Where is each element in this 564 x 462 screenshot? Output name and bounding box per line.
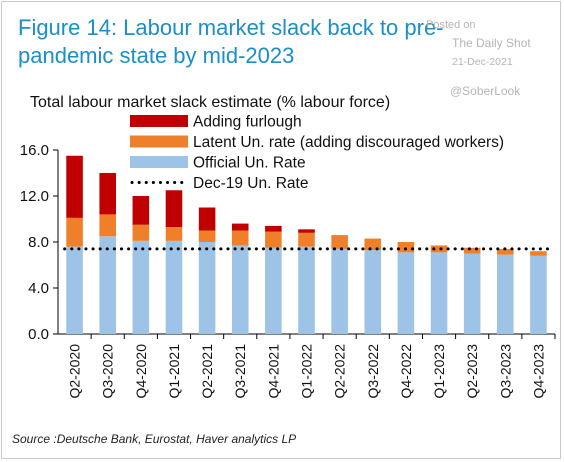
bar-official-rate — [66, 246, 83, 334]
legend-label: Adding furlough — [193, 114, 302, 131]
bar-furlough — [165, 190, 183, 228]
bar-official-rate — [265, 247, 282, 334]
bar-latent-rate — [66, 217, 83, 247]
bar-official-rate — [364, 250, 382, 334]
chart-title: Total labour market slack estimate (% la… — [30, 94, 391, 111]
source-note: Source :Deutsche Bank, Eurostat, Haver a… — [12, 432, 297, 446]
x-tick-label: Q2-2022 — [332, 344, 348, 399]
legend-swatch — [130, 156, 188, 168]
bar-official-rate — [198, 242, 216, 334]
y-tick-label: 12.0 — [20, 188, 49, 205]
bar-furlough — [265, 225, 282, 232]
legend-swatch — [130, 115, 188, 127]
bar-official-rate — [331, 248, 348, 334]
x-tick-label: Q3-2023 — [497, 344, 513, 399]
bar-official-rate — [231, 245, 249, 334]
watermark-handle: @SoberLook — [450, 84, 521, 98]
bar-furlough — [132, 196, 150, 225]
x-tick-label: Q1-2021 — [166, 344, 182, 399]
bar-latent-rate — [132, 224, 150, 241]
watermark-posted: Posted on — [426, 19, 476, 31]
bar-latent-rate — [198, 230, 216, 242]
bar-official-rate — [463, 253, 481, 334]
bar-latent-rate — [497, 248, 514, 255]
y-tick-label: 16.0 — [20, 142, 49, 159]
bar-official-rate — [497, 254, 514, 334]
bar-latent-rate — [397, 242, 415, 253]
y-tick-label: 8.0 — [28, 234, 49, 251]
x-tick-label: Q4-2021 — [265, 344, 281, 399]
bar-latent-rate — [265, 231, 282, 248]
watermark-source: The Daily Shot — [452, 36, 531, 50]
y-tick-label: 4.0 — [28, 280, 49, 297]
bar-official-rate — [132, 240, 150, 334]
bar-official-rate — [165, 240, 183, 334]
legend-label: Official Un. Rate — [193, 155, 306, 172]
x-tick-label: Q1-2022 — [299, 344, 315, 399]
bar-latent-rate — [99, 214, 116, 237]
bar-furlough — [298, 229, 315, 233]
x-tick-label: Q4-2023 — [530, 344, 546, 399]
bar-latent-rate — [231, 230, 249, 246]
y-tick-label: 0.0 — [28, 326, 49, 343]
x-tick-label: Q3-2021 — [232, 344, 248, 399]
bar-official-rate — [298, 246, 315, 334]
bar-official-rate — [99, 236, 116, 334]
x-tick-label: Q4-2022 — [398, 344, 414, 399]
bar-official-rate — [530, 255, 547, 334]
x-tick-label: Q2-2020 — [67, 344, 83, 399]
legend-label: Latent Un. rate (adding discouraged work… — [193, 134, 504, 151]
legend-swatch — [130, 135, 188, 148]
bar-latent-rate — [430, 245, 448, 253]
bar-latent-rate — [165, 227, 183, 241]
bar-latent-rate — [298, 232, 315, 247]
bar-latent-rate — [530, 251, 547, 256]
bar-furlough — [66, 155, 83, 218]
bar-official-rate — [397, 252, 415, 334]
bar-official-rate — [430, 252, 448, 334]
bar-furlough — [198, 207, 216, 231]
bar-latent-rate — [463, 247, 481, 254]
x-tick-label: Q1-2023 — [431, 344, 447, 399]
legend-label: Dec-19 Un. Rate — [193, 175, 308, 192]
x-tick-label: Q2-2023 — [464, 344, 480, 399]
x-tick-label: Q3-2022 — [365, 344, 381, 399]
x-tick-label: Q4-2020 — [133, 344, 149, 399]
bar-furlough — [99, 173, 116, 215]
watermark-date: 21-Dec-2021 — [452, 56, 513, 68]
bar-latent-rate — [331, 235, 348, 249]
x-tick-label: Q2-2021 — [199, 344, 215, 399]
bar-furlough — [231, 223, 249, 231]
figure-title: Figure 14: Labour market slack back to p… — [18, 15, 444, 68]
bar-latent-rate — [364, 238, 382, 251]
x-tick-label: Q3-2020 — [100, 344, 116, 399]
